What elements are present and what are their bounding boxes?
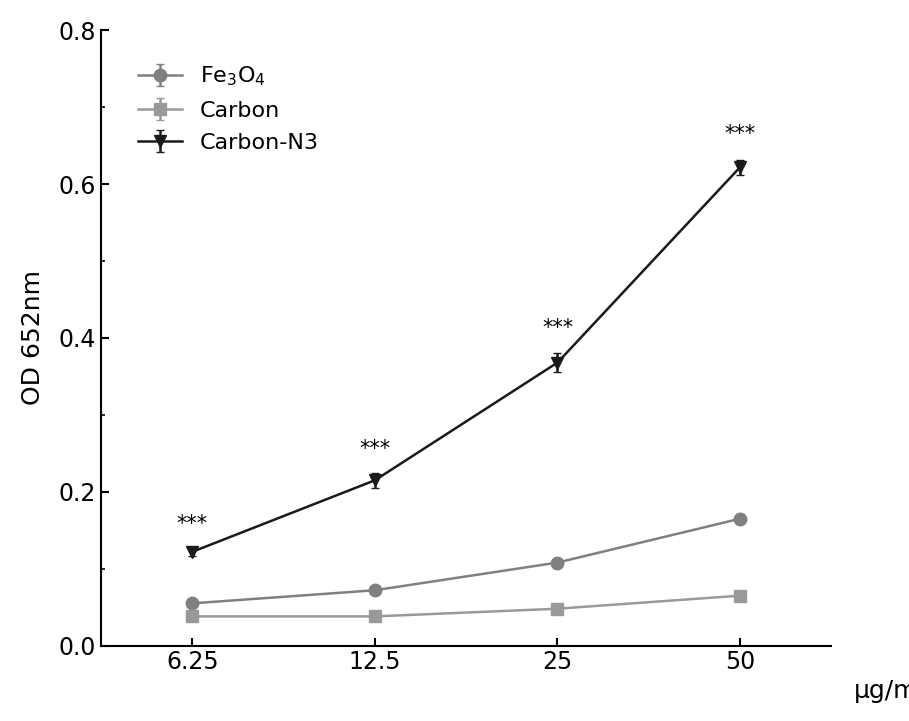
Text: ***: *** (542, 318, 573, 338)
X-axis label: μg/ml: μg/ml (854, 679, 909, 704)
Y-axis label: OD 652nm: OD 652nm (21, 270, 45, 405)
Legend: Fe$_3$O$_4$, Carbon, Carbon-N3: Fe$_3$O$_4$, Carbon, Carbon-N3 (126, 54, 330, 164)
Text: ***: *** (176, 514, 208, 534)
Text: ***: *** (359, 439, 391, 459)
Text: ***: *** (724, 124, 755, 144)
